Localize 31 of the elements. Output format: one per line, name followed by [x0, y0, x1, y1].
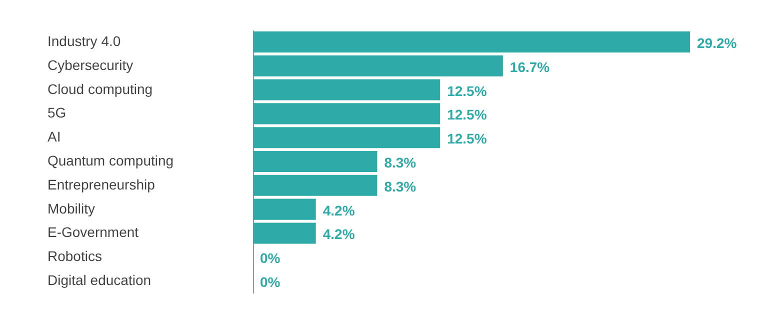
bar [253, 55, 503, 76]
bar [253, 150, 378, 172]
data-label: 4.2% [322, 226, 356, 242]
data-label: 29.2% [697, 34, 738, 51]
bar [253, 31, 690, 52]
y-tick-label: AI [48, 128, 61, 145]
y-tick-label: Industry 4.0 [48, 32, 121, 49]
y-tick-label: Robotics [48, 248, 102, 264]
y-tick-label: 5G [48, 104, 66, 121]
data-label: 12.5% [447, 82, 488, 99]
y-tick-label: Cloud computing [48, 80, 153, 97]
bar [253, 127, 440, 148]
y-tick-label: Mobility [48, 200, 95, 216]
y-tick-label: E-Government [48, 224, 139, 240]
bar [253, 79, 440, 100]
bar [253, 103, 440, 124]
data-label: 12.5% [447, 106, 488, 123]
data-label: 8.3% [384, 178, 417, 194]
data-label: 0% [260, 250, 281, 266]
data-label: 12.5% [447, 130, 488, 147]
y-tick-label: Cybersecurity [48, 56, 134, 73]
y-tick-label: Digital education [48, 272, 152, 288]
data-label: 4.2% [322, 202, 356, 218]
data-label: 8.3% [384, 154, 417, 170]
y-tick-label: Entrepreneurship [48, 176, 156, 192]
bar [253, 222, 316, 244]
bar [253, 174, 378, 196]
bar [253, 198, 316, 220]
data-label: 0% [260, 274, 281, 290]
data-label: 16.7% [510, 58, 550, 75]
y-tick-label: Quantum computing [48, 152, 174, 168]
